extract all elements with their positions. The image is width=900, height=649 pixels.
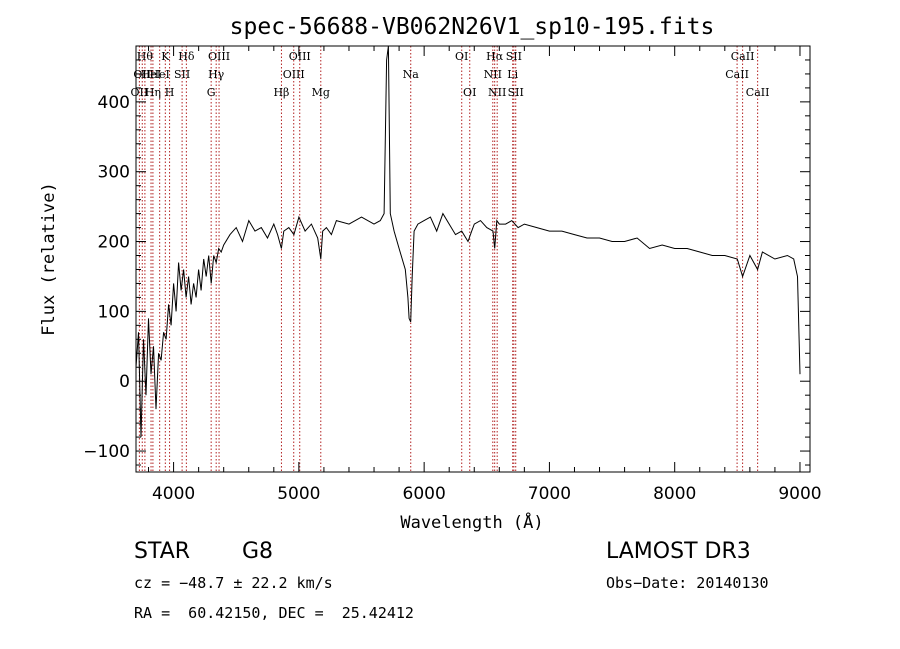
y-tick-label: 0 xyxy=(119,372,130,392)
line-label-oiii: OIII xyxy=(283,68,305,81)
object-class: STAR xyxy=(134,539,191,564)
chart-title: spec-56688-VB062N26V1_sp10-195.fits xyxy=(230,14,715,40)
spectral-line-markers xyxy=(138,46,759,472)
coordinates: RA = 60.42150, DEC = 25.42412 xyxy=(134,604,414,622)
line-label-li: Li xyxy=(507,68,518,81)
y-tick-label: 200 xyxy=(98,233,130,253)
survey-name: LAMOST DR3 xyxy=(606,539,751,564)
line-label-na: Na xyxy=(403,68,420,81)
line-label-sii: SII xyxy=(174,68,190,81)
x-axis-ticks: 4000 5000 6000 7000 8000 9000 xyxy=(148,46,822,504)
line-label-caii: CaII xyxy=(731,50,755,63)
y-axis-label: Flux (relative) xyxy=(39,182,59,336)
line-label-oii: OII xyxy=(133,68,151,81)
line-label-hγ: Hγ xyxy=(208,68,225,81)
line-label-caii: CaII xyxy=(725,68,749,81)
line-label-hei: HeI xyxy=(141,68,161,81)
x-tick-label: 9000 xyxy=(778,484,821,504)
line-label-oiii: OIII xyxy=(289,50,311,63)
x-tick-label: 6000 xyxy=(403,484,446,504)
object-subclass: G8 xyxy=(242,539,274,564)
line-label-sii: SII xyxy=(506,50,522,63)
line-label-nii: NII xyxy=(488,86,506,99)
line-label-hη: Hη xyxy=(145,86,161,99)
y-tick-label: −100 xyxy=(83,442,130,462)
x-tick-label: 8000 xyxy=(653,484,696,504)
redshift-cz: cz = −48.7 ± 22.2 km/s xyxy=(134,574,333,592)
plot-frame xyxy=(135,45,811,473)
y-tick-label: 300 xyxy=(98,163,130,183)
flux-series-line xyxy=(135,45,801,438)
y-tick-label: 100 xyxy=(98,302,130,322)
observation-date: Obs−Date: 20140130 xyxy=(606,574,769,592)
line-label-nii: NII xyxy=(484,68,502,81)
line-label-hei: HeI xyxy=(149,68,169,81)
x-tick-label: 7000 xyxy=(528,484,571,504)
y-tick-label: 400 xyxy=(98,93,130,113)
line-label-oii: OII xyxy=(131,86,149,99)
line-label-hθ: Hθ xyxy=(137,50,154,63)
line-label-caii: CaII xyxy=(746,86,770,99)
line-label-oiii: OIII xyxy=(208,50,230,63)
line-label-sii: SII xyxy=(508,86,524,99)
line-label-mg: Mg xyxy=(312,86,330,99)
x-tick-label: 5000 xyxy=(277,484,320,504)
line-label-oi: OI xyxy=(463,86,476,99)
x-axis-label: Wavelength (Å) xyxy=(400,511,543,533)
line-label-hβ: Hβ xyxy=(273,86,289,99)
line-label-hα: Hα xyxy=(486,50,504,63)
line-label-hδ: Hδ xyxy=(178,50,195,63)
line-label-oi: OI xyxy=(455,50,468,63)
line-label-g: G xyxy=(207,86,216,99)
line-label-h: H xyxy=(165,86,175,99)
spectral-line-labels: OIIOIIHθHeIHηHeIKHSIIHδGHγOIIIHβOIIIOIII… xyxy=(131,50,770,99)
y-axis-ticks: −100 0 100 200 300 400 xyxy=(83,59,810,466)
line-label-k: K xyxy=(161,50,170,63)
x-tick-label: 4000 xyxy=(152,484,195,504)
